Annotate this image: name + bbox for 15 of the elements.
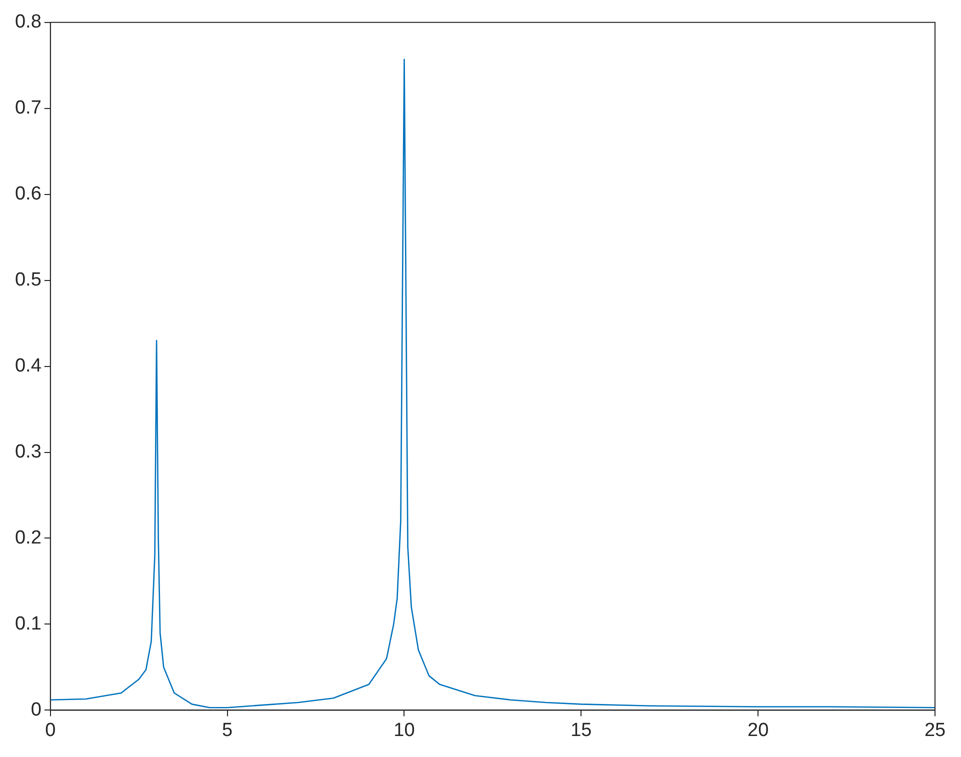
y-tick-label: 0 xyxy=(30,699,42,720)
y-tick-label: 0.8 xyxy=(14,12,42,33)
y-tick-label: 0.6 xyxy=(14,184,42,205)
y-tick-label: 0.4 xyxy=(14,356,42,377)
y-tick-label: 0.7 xyxy=(14,98,42,119)
y-tick-label: 0.1 xyxy=(14,613,42,634)
y-tick-label: 0.5 xyxy=(14,270,42,291)
x-tick-label: 10 xyxy=(394,720,415,741)
x-tick-label: 25 xyxy=(924,720,946,741)
x-tick-label: 15 xyxy=(570,720,592,741)
x-tick-label: 20 xyxy=(748,720,769,741)
x-tick-label: 0 xyxy=(45,720,56,741)
y-tick-label: 0.3 xyxy=(14,442,42,463)
y-tick-label: 0.2 xyxy=(14,527,42,548)
x-tick-label: 5 xyxy=(222,720,233,741)
